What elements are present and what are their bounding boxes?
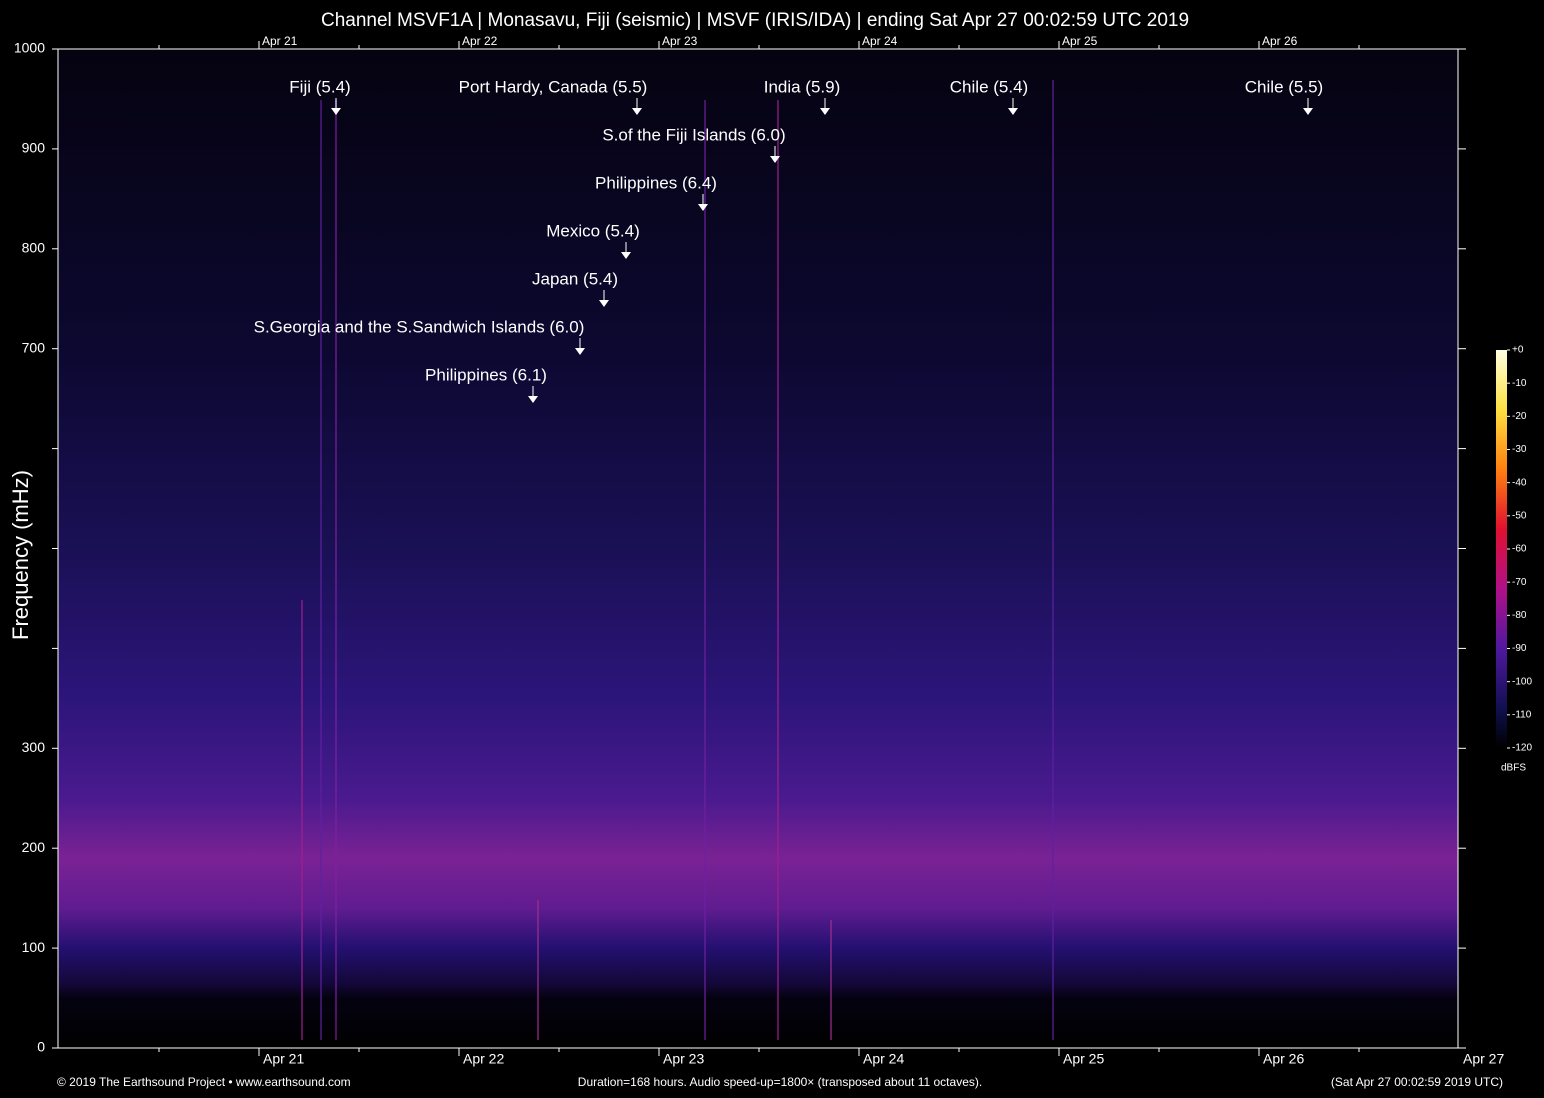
x-tick-label-top: Apr 25 [1062, 34, 1098, 48]
colorbar-tick-label: -40 [1512, 477, 1527, 488]
x-tick-label: Apr 22 [463, 1051, 504, 1067]
x-tick-label-top: Apr 23 [662, 34, 698, 48]
x-tick-label: Apr 27 [1463, 1051, 1504, 1067]
y-tick-label: 100 [22, 939, 46, 955]
event-label: Fiji (5.4) [289, 77, 350, 96]
event-label: Port Hardy, Canada (5.5) [459, 77, 648, 96]
event-arrow-head [770, 156, 780, 163]
event-arrow-head [331, 108, 341, 115]
event-label: Japan (5.4) [532, 269, 618, 288]
colorbar-tick-label: -110 [1512, 709, 1532, 720]
event-arrow-head [820, 108, 830, 115]
colorbar-tick-label: -90 [1512, 643, 1527, 654]
colorbar [1496, 350, 1507, 748]
y-tick-label: 1000 [14, 40, 45, 56]
event-streaks [301, 80, 1054, 1040]
colorbar-tick-label: -70 [1512, 577, 1527, 588]
y-tick-label: 700 [22, 339, 46, 355]
x-tick-label-top: Apr 26 [1262, 34, 1298, 48]
footer-left: © 2019 The Earthsound Project • www.eart… [57, 1075, 351, 1089]
colorbar-tick-label: -30 [1512, 444, 1527, 455]
colorbar-tick-label: -80 [1512, 610, 1527, 621]
event-label: S.of the Fiji Islands (6.0) [602, 125, 785, 144]
event-arrow-head [621, 252, 631, 259]
y-tick-label: 0 [37, 1039, 45, 1055]
x-tick-label: Apr 25 [1063, 1051, 1104, 1067]
y-tick-label: 800 [22, 240, 46, 256]
colorbar-tick-label: -50 [1512, 510, 1527, 521]
x-tick-label: Apr 26 [1263, 1051, 1304, 1067]
colorbar-tick-label: -120 [1512, 743, 1532, 754]
event-arrow-head [599, 300, 609, 307]
chart-title: Channel MSVF1A | Monasavu, Fiji (seismic… [321, 10, 1189, 31]
x-tick-label: Apr 23 [663, 1051, 704, 1067]
footer-right: (Sat Apr 27 00:02:59 2019 UTC) [1331, 1075, 1503, 1089]
y-tick-label: 900 [22, 140, 46, 156]
x-tick-label-top: Apr 24 [862, 34, 898, 48]
event-label: Chile (5.4) [950, 77, 1028, 96]
y-tick-label: 300 [22, 739, 46, 755]
footer-center: Duration=168 hours. Audio speed-up=1800×… [578, 1075, 982, 1089]
colorbar-tick-label: -10 [1512, 378, 1527, 389]
event-arrow-head [1303, 108, 1313, 115]
event-arrow-head [528, 396, 538, 403]
event-label: Chile (5.5) [1245, 77, 1323, 96]
x-tick-label: Apr 21 [263, 1051, 304, 1067]
event-arrow-head [575, 348, 585, 355]
event-arrow-head [698, 204, 708, 211]
event-label: S.Georgia and the S.Sandwich Islands (6.… [254, 317, 585, 336]
colorbar-tick-label: -100 [1512, 676, 1532, 687]
event-label: Philippines (6.4) [595, 173, 717, 192]
colorbar-tick-label: +0 [1512, 345, 1524, 356]
colorbar-tick-label: -60 [1512, 544, 1527, 555]
x-tick-label-top: Apr 22 [462, 34, 498, 48]
x-tick-label-top: Apr 21 [262, 34, 298, 48]
colorbar-tick-label: -20 [1512, 411, 1527, 422]
event-label: India (5.9) [764, 77, 841, 96]
y-axis-label: Frequency (mHz) [8, 470, 33, 640]
colorbar-label: dBFS [1501, 763, 1526, 774]
event-label: Mexico (5.4) [546, 221, 640, 240]
event-arrow-head [632, 108, 642, 115]
event-arrow-head [1008, 108, 1018, 115]
event-label: Philippines (6.1) [425, 365, 547, 384]
x-tick-label: Apr 24 [863, 1051, 904, 1067]
spectrogram [58, 49, 1458, 1048]
y-tick-label: 200 [22, 839, 46, 855]
